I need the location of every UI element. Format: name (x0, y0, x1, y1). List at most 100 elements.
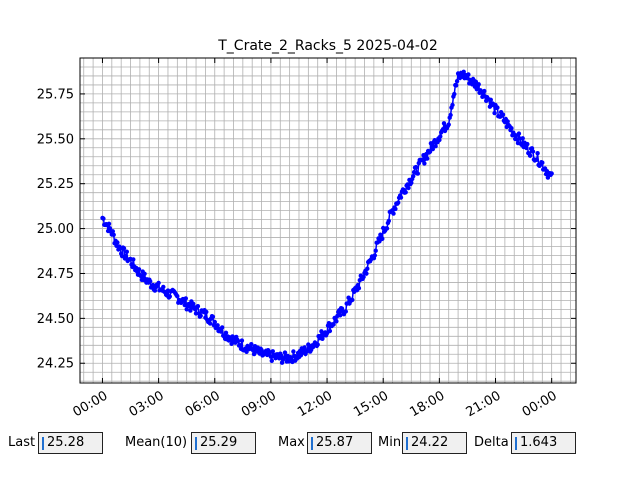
data-point (427, 149, 433, 154)
y-tick-label: 25.50 (37, 132, 74, 147)
data-point (372, 253, 377, 258)
data-point (534, 157, 539, 162)
x-tick-label: 00:00 (520, 388, 560, 420)
data-point (204, 309, 209, 315)
data-point (212, 319, 217, 325)
data-point (520, 136, 525, 141)
temperature-chart: T_Crate_2_Racks_5 2025-04-02 24.2524.502… (37, 38, 577, 420)
data-point (101, 216, 106, 221)
chart-title: T_Crate_2_Racks_5 2025-04-02 (217, 38, 438, 54)
data-point (525, 141, 530, 147)
data-point (223, 330, 229, 335)
data-point (409, 180, 414, 185)
data-point (343, 309, 348, 314)
data-point (364, 271, 369, 276)
data-point (384, 226, 390, 231)
data-point (331, 322, 336, 327)
data-point (110, 229, 116, 234)
min-label: Min (378, 435, 402, 450)
data-point (429, 143, 435, 148)
data-point (413, 164, 419, 170)
data-point (476, 82, 481, 87)
data-point (229, 341, 234, 346)
data-point (152, 288, 158, 293)
data-point (492, 110, 497, 116)
data-point (461, 69, 466, 75)
data-point (175, 294, 180, 299)
data-point (220, 325, 225, 330)
data-point (437, 137, 442, 143)
data-point (156, 280, 161, 286)
data-point (441, 121, 447, 126)
data-point (167, 294, 172, 299)
x-tick-label: 03:00 (127, 388, 167, 420)
data-point (259, 347, 264, 353)
delta-value-field[interactable]: 1.643 (511, 432, 576, 454)
mean-value-field[interactable]: 25.29 (191, 432, 256, 454)
data-point (107, 226, 113, 231)
x-tick-label: 15:00 (351, 388, 391, 420)
data-point (219, 329, 224, 334)
data-point (446, 122, 451, 127)
data-point (450, 102, 455, 108)
data-point (473, 79, 479, 85)
data-point (184, 307, 189, 312)
data-point (438, 134, 443, 139)
data-point (411, 174, 416, 179)
data-point (239, 338, 245, 343)
data-point (195, 304, 201, 309)
data-point (237, 343, 243, 348)
data-point (406, 185, 411, 191)
grid-lines (80, 58, 576, 383)
data-point (524, 145, 529, 151)
data-point (527, 153, 533, 158)
data-point (422, 161, 427, 166)
data-point (365, 266, 370, 271)
x-tick-label: 21:00 (464, 388, 504, 420)
data-point (131, 257, 136, 262)
data-point (334, 319, 339, 324)
data-point (454, 79, 460, 84)
data-point (161, 284, 166, 290)
min-value-field[interactable]: 24.22 (402, 432, 467, 454)
data-point (448, 112, 453, 118)
y-tick-label: 25.00 (37, 222, 74, 237)
data-point (215, 323, 220, 328)
data-point (482, 88, 487, 94)
data-point (320, 336, 325, 341)
x-tick-label: 09:00 (239, 388, 279, 420)
data-point (124, 249, 129, 254)
data-point (121, 246, 127, 251)
data-point (380, 236, 385, 241)
data-series (100, 69, 554, 365)
data-point (279, 360, 285, 365)
data-point (327, 328, 333, 334)
data-point (291, 349, 296, 354)
max-value-field[interactable]: 25.87 (307, 432, 372, 454)
data-point (350, 297, 355, 303)
data-point (191, 301, 196, 306)
data-point (509, 126, 514, 131)
data-point (315, 342, 320, 347)
data-point (386, 218, 391, 224)
data-point (210, 314, 216, 319)
data-point (115, 240, 120, 245)
data-point (545, 175, 551, 180)
x-tick-label: 06:00 (183, 388, 223, 420)
data-point (505, 119, 510, 124)
data-point (183, 296, 188, 301)
data-point (269, 358, 274, 363)
data-point (236, 338, 241, 344)
x-tick-label: 12:00 (295, 388, 335, 420)
data-point (111, 232, 116, 237)
mean-label: Mean(10) (125, 435, 188, 450)
data-point (361, 274, 366, 280)
data-point (516, 131, 522, 136)
data-point (495, 105, 500, 110)
data-point (452, 91, 457, 97)
data-point (535, 151, 540, 156)
y-tick-label: 24.25 (37, 357, 74, 372)
y-axis: 24.25 24.50 24.75 25.00 25.25 25.50 25.75 (37, 87, 576, 372)
last-value-field[interactable]: 25.28 (38, 432, 103, 454)
data-point (244, 349, 249, 354)
